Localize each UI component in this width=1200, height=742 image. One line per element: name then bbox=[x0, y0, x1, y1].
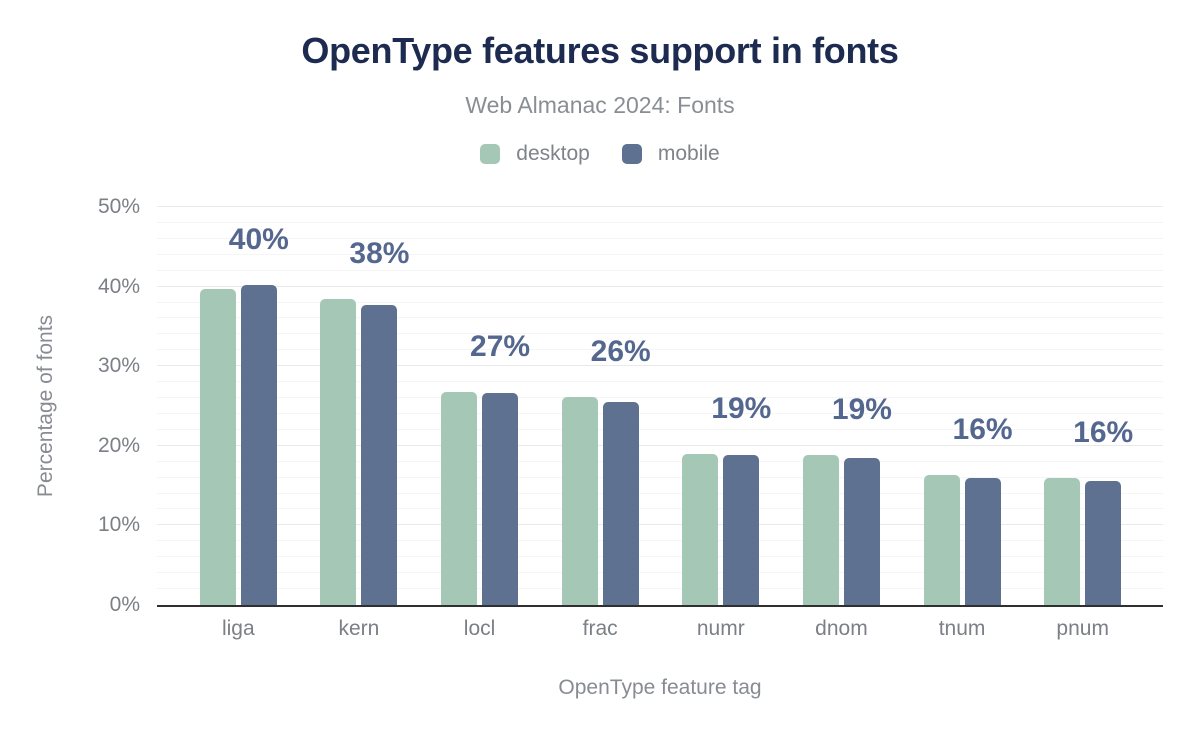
minor-gridline bbox=[157, 221, 1163, 223]
plot-area: 40% 38% 27% 26% 19% 19% 16% 16% bbox=[157, 206, 1163, 607]
bar-value-label-locl: 27% bbox=[470, 329, 531, 363]
legend-label-desktop: desktop bbox=[516, 142, 590, 165]
x-tick-label-frac: frac bbox=[582, 617, 618, 640]
x-tick-label-kern: kern bbox=[338, 617, 380, 640]
y-axis-title: Percentage of fonts bbox=[34, 314, 57, 498]
minor-gridline bbox=[157, 476, 1163, 478]
minor-gridline bbox=[157, 269, 1163, 271]
legend-item-mobile: mobile bbox=[621, 142, 720, 166]
major-gridline bbox=[157, 206, 1163, 207]
major-gridline bbox=[157, 285, 1163, 287]
minor-gridline bbox=[157, 492, 1163, 494]
minor-gridline bbox=[157, 588, 1163, 590]
y-tick-label: 10% bbox=[97, 513, 140, 537]
bar-desktop-pnum bbox=[1044, 478, 1081, 605]
y-tick-label: 30% bbox=[97, 354, 140, 378]
bar-desktop-dnom bbox=[802, 455, 839, 605]
category-band-frac: 26% bbox=[540, 207, 661, 605]
x-tick-label-dnom: dnom bbox=[815, 617, 868, 640]
legend: desktop mobile bbox=[0, 142, 1200, 166]
minor-gridline bbox=[157, 397, 1163, 399]
bar-mobile-locl bbox=[482, 393, 519, 605]
bar-value-label-kern: 38% bbox=[349, 237, 410, 271]
chart-title: OpenType features support in fonts bbox=[301, 30, 899, 71]
bars-layer: 40% 38% 27% 26% 19% 19% 16% 16% bbox=[178, 207, 1143, 605]
bar-desktop-tnum bbox=[923, 475, 960, 605]
minor-gridline bbox=[157, 428, 1163, 430]
y-tick-label: 50% bbox=[97, 195, 140, 218]
bar-value-label-numr: 19% bbox=[711, 391, 772, 425]
bar-mobile-liga bbox=[240, 285, 277, 605]
bar-mobile-pnum bbox=[1085, 480, 1122, 605]
bar-mobile-dnom bbox=[843, 457, 880, 605]
y-tick-label: 0% bbox=[109, 593, 140, 616]
minor-gridline bbox=[157, 301, 1163, 303]
minor-gridline bbox=[157, 556, 1163, 558]
bar-desktop-kern bbox=[320, 299, 357, 605]
bar-desktop-frac bbox=[561, 397, 598, 605]
category-band-pnum: 16% bbox=[1022, 207, 1143, 605]
bar-value-label-pnum: 16% bbox=[1073, 416, 1134, 450]
minor-gridline bbox=[157, 572, 1163, 574]
x-axis-title: OpenType feature tag bbox=[558, 676, 762, 699]
bar-mobile-tnum bbox=[964, 477, 1001, 605]
y-tick-label: 20% bbox=[97, 433, 140, 457]
legend-swatch-mobile bbox=[621, 144, 642, 164]
x-tick-label-pnum: pnum bbox=[1056, 617, 1109, 640]
bar-value-label-dnom: 19% bbox=[831, 393, 892, 427]
major-gridline bbox=[157, 524, 1163, 526]
minor-gridline bbox=[157, 253, 1163, 255]
legend-item-desktop: desktop bbox=[480, 142, 590, 166]
bar-desktop-numr bbox=[682, 453, 719, 605]
category-band-numr: 19% bbox=[661, 207, 782, 605]
x-axis-ticks: liga kern locl frac numr dnom tnum pnum bbox=[178, 617, 1143, 641]
category-band-dnom: 19% bbox=[781, 207, 902, 605]
minor-gridline bbox=[157, 333, 1163, 335]
legend-swatch-desktop bbox=[480, 144, 501, 164]
y-tick-label: 40% bbox=[97, 274, 140, 298]
category-band-locl: 27% bbox=[419, 207, 540, 605]
bar-value-label-tnum: 16% bbox=[952, 413, 1013, 447]
bar-mobile-frac bbox=[602, 402, 639, 605]
minor-gridline bbox=[157, 237, 1163, 239]
major-gridline bbox=[157, 444, 1163, 446]
category-band-liga: 40% bbox=[178, 207, 299, 605]
major-gridline bbox=[157, 365, 1163, 367]
bar-desktop-liga bbox=[199, 289, 236, 605]
bar-value-label-frac: 26% bbox=[590, 335, 651, 369]
x-tick-label-numr: numr bbox=[696, 617, 745, 640]
x-tick-label-locl: locl bbox=[463, 617, 496, 640]
minor-gridline bbox=[157, 540, 1163, 542]
x-tick-label-tnum: tnum bbox=[938, 617, 986, 640]
category-band-kern: 38% bbox=[299, 207, 420, 605]
minor-gridline bbox=[157, 317, 1163, 319]
minor-gridline bbox=[157, 349, 1163, 351]
bar-value-label-liga: 40% bbox=[228, 223, 289, 257]
category-band-tnum: 16% bbox=[902, 207, 1023, 605]
bar-mobile-kern bbox=[361, 304, 398, 605]
minor-gridline bbox=[157, 381, 1163, 383]
minor-gridline bbox=[157, 412, 1163, 414]
legend-label-mobile: mobile bbox=[657, 142, 720, 165]
minor-gridline bbox=[157, 460, 1163, 462]
bar-mobile-numr bbox=[723, 455, 760, 605]
chart-subtitle: Web Almanac 2024: Fonts bbox=[465, 92, 735, 118]
bar-desktop-locl bbox=[441, 391, 478, 605]
x-tick-label-liga: liga bbox=[221, 617, 255, 640]
minor-gridline bbox=[157, 508, 1163, 510]
